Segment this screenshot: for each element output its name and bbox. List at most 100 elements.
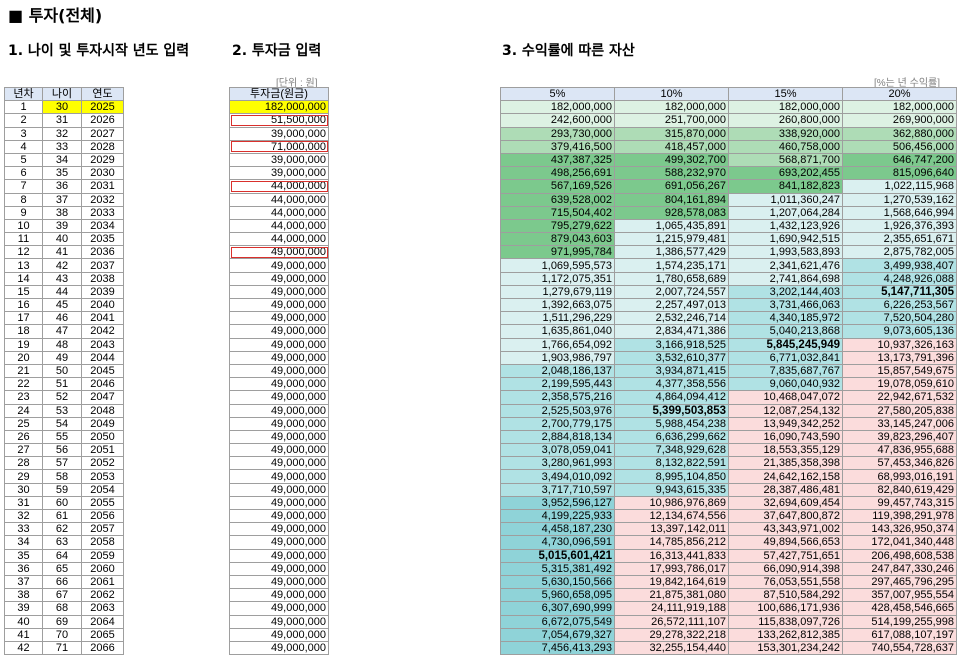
- asset-cell-5pct: 971,995,784: [500, 245, 615, 260]
- returns-row: 6,307,690,999 24,111,919,188 100,686,171,9…: [500, 601, 957, 616]
- investment-cell[interactable]: 49,000,000: [229, 416, 329, 431]
- investment-cell[interactable]: 182,000,000: [229, 100, 329, 115]
- year-no-cell: 40: [4, 614, 43, 629]
- age-row: 17 46 2041: [4, 311, 124, 326]
- asset-cell-5pct: 879,043,603: [500, 232, 615, 247]
- investment-cell[interactable]: 49,000,000: [229, 522, 329, 537]
- year-no-cell: 31: [4, 495, 43, 511]
- year-cell: 2041: [81, 311, 124, 326]
- investment-cell[interactable]: 49,000,000: [229, 350, 329, 365]
- asset-cell-5pct: 1,635,861,040: [500, 324, 615, 339]
- year-cell: 2049: [81, 416, 124, 431]
- investment-cell[interactable]: 49,000,000: [229, 390, 329, 405]
- asset-cell-10pct: 6,636,299,662: [614, 429, 729, 445]
- asset-cell-15pct: 43,343,971,002: [728, 522, 843, 537]
- year-cell: 2052: [81, 456, 124, 471]
- investment-cell[interactable]: 49,000,000: [229, 482, 329, 497]
- asset-cell-5pct: 2,199,595,443: [500, 377, 615, 392]
- asset-cell-15pct: 7,835,687,767: [728, 363, 843, 379]
- investment-cell[interactable]: 49,000,000: [229, 377, 329, 392]
- asset-cell-15pct: 568,871,700: [728, 152, 843, 168]
- asset-cell-20pct: 99,457,743,315: [842, 495, 957, 511]
- asset-cell-5pct: 2,700,779,175: [500, 416, 615, 431]
- investment-row: 49,000,000: [229, 271, 329, 286]
- investment-cell[interactable]: 44,000,000: [229, 232, 329, 247]
- age-cell[interactable]: 30: [42, 100, 82, 115]
- investment-cell[interactable]: 49,000,000: [229, 456, 329, 471]
- year-cell: 2034: [81, 218, 124, 234]
- age-cell: 45: [42, 297, 82, 313]
- investment-cell[interactable]: 44,000,000: [229, 205, 329, 220]
- investment-cell[interactable]: 39,000,000: [229, 126, 329, 141]
- asset-cell-20pct: 68,993,016,191: [842, 469, 957, 484]
- returns-row: 3,952,596,127 10,986,976,869 32,694,609,45…: [500, 495, 957, 511]
- asset-cell-20pct: 1,022,115,968: [842, 179, 957, 194]
- asset-cell-15pct: 2,741,864,698: [728, 271, 843, 286]
- investment-cell[interactable]: 49,000,000: [229, 403, 329, 418]
- asset-cell-10pct: 9,943,615,335: [614, 482, 729, 497]
- investment-row: 49,000,000: [229, 337, 329, 352]
- asset-cell-10pct: 13,397,142,011: [614, 522, 729, 537]
- investment-cell[interactable]: 49,000,000: [229, 508, 329, 524]
- investment-cell[interactable]: 49,000,000: [229, 429, 329, 445]
- investment-cell[interactable]: 49,000,000: [229, 363, 329, 379]
- age-row: 32 61 2056: [4, 508, 124, 524]
- investment-cell[interactable]: 49,000,000: [229, 311, 329, 326]
- investment-cell[interactable]: 49,000,000: [229, 297, 329, 313]
- investment-cell[interactable]: 49,000,000: [229, 548, 329, 563]
- returns-row: 2,358,575,216 4,864,094,412 10,468,047,072…: [500, 390, 957, 405]
- investment-cell[interactable]: 49,000,000: [229, 627, 329, 642]
- year-cell[interactable]: 2025: [81, 100, 124, 115]
- asset-cell-15pct: 460,758,000: [728, 139, 843, 154]
- investment-cell[interactable]: 49,000,000: [229, 588, 329, 603]
- investment-cell[interactable]: 49,000,000: [229, 324, 329, 339]
- investment-cell[interactable]: 49,000,000: [229, 535, 329, 550]
- investment-cell[interactable]: 49,000,000: [229, 258, 329, 273]
- asset-cell-20pct: 247,847,330,246: [842, 561, 957, 576]
- asset-cell-15pct: 87,510,584,292: [728, 588, 843, 603]
- investment-cell[interactable]: 44,000,000: [229, 218, 329, 234]
- asset-cell-10pct: 2,834,471,386: [614, 324, 729, 339]
- investment-cell[interactable]: 49,000,000: [229, 614, 329, 629]
- investment-cell[interactable]: 49,000,000: [229, 495, 329, 511]
- investment-cell[interactable]: 49,000,000: [229, 640, 329, 656]
- age-row: 25 54 2049: [4, 416, 124, 431]
- returns-row: 4,458,187,230 13,397,142,011 43,343,971,00…: [500, 522, 957, 537]
- age-cell: 40: [42, 232, 82, 247]
- investment-cell[interactable]: 49,000,000: [229, 469, 329, 484]
- asset-cell-5pct: 379,416,500: [500, 139, 615, 154]
- age-row: 38 67 2062: [4, 588, 124, 603]
- investment-row: 39,000,000: [229, 126, 329, 141]
- returns-row: 7,456,413,293 32,255,154,440 153,301,234,2…: [500, 640, 957, 656]
- investment-cell[interactable]: 44,000,000: [229, 179, 329, 194]
- asset-cell-5pct: 639,528,002: [500, 192, 615, 207]
- asset-cell-5pct: 6,307,690,999: [500, 601, 615, 616]
- age-row: 13 42 2037: [4, 258, 124, 273]
- asset-cell-10pct: 182,000,000: [614, 100, 729, 115]
- investment-cell[interactable]: 49,000,000: [229, 601, 329, 616]
- year-cell: 2046: [81, 377, 124, 392]
- year-no-cell: 39: [4, 601, 43, 616]
- investment-cell[interactable]: 49,000,000: [229, 561, 329, 576]
- header-rate-10: 10%: [614, 86, 729, 102]
- asset-cell-20pct: 27,580,205,838: [842, 403, 957, 418]
- investment-cell[interactable]: 49,000,000: [229, 245, 329, 260]
- investment-cell[interactable]: 49,000,000: [229, 574, 329, 590]
- age-row: 41 70 2065: [4, 627, 124, 642]
- investment-cell[interactable]: 51,500,000: [229, 113, 329, 128]
- investment-cell[interactable]: 49,000,000: [229, 337, 329, 352]
- investment-cell[interactable]: 44,000,000: [229, 192, 329, 207]
- investment-cell[interactable]: 71,000,000: [229, 139, 329, 154]
- asset-cell-5pct: 2,884,818,134: [500, 429, 615, 445]
- age-row: 1 30 2025: [4, 100, 124, 115]
- investment-row: 49,000,000: [229, 429, 329, 445]
- asset-cell-15pct: 57,427,751,651: [728, 548, 843, 563]
- year-no-cell: 8: [4, 192, 43, 207]
- investment-cell[interactable]: 49,000,000: [229, 271, 329, 286]
- investment-cell[interactable]: 49,000,000: [229, 284, 329, 300]
- asset-cell-10pct: 1,065,435,891: [614, 218, 729, 234]
- investment-cell[interactable]: 39,000,000: [229, 166, 329, 181]
- investment-cell[interactable]: 39,000,000: [229, 152, 329, 168]
- returns-row: 5,015,601,421 16,313,441,833 57,427,751,65…: [500, 548, 957, 563]
- investment-cell[interactable]: 49,000,000: [229, 443, 329, 458]
